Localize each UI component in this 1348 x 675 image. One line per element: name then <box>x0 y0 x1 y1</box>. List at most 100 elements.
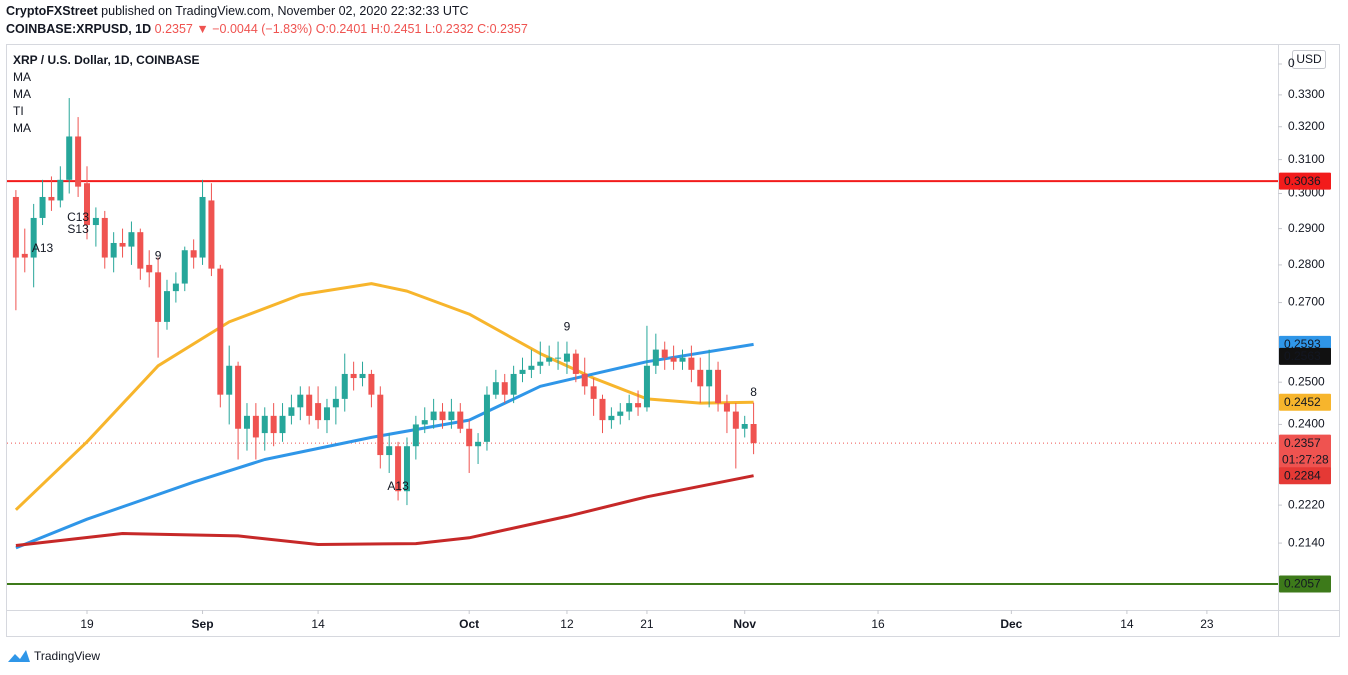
signal-label: 9 <box>155 248 162 262</box>
y-tick-label: 0.2500 <box>1288 374 1325 388</box>
publisher-name: CryptoFXStreet <box>6 4 99 18</box>
legend-indicator: MA <box>13 87 31 101</box>
signal-label: 9 <box>564 320 571 334</box>
legend-title: XRP / U.S. Dollar, 1D, COINBASE <box>13 53 200 67</box>
candle-body <box>590 386 597 399</box>
candle-body <box>208 200 215 269</box>
candle-body <box>323 407 330 421</box>
candle-body <box>252 415 259 438</box>
candle-body <box>350 373 357 379</box>
footer: TradingView <box>34 649 100 663</box>
candle-body <box>163 291 170 322</box>
candle-body <box>243 415 250 429</box>
price-tag <box>1279 467 1331 485</box>
price-tag <box>1279 347 1331 365</box>
candle-body <box>172 283 179 292</box>
price-tag <box>1279 393 1331 411</box>
candle-body <box>688 357 695 370</box>
candle-body <box>635 403 642 408</box>
moving-average <box>14 282 754 511</box>
candle-body <box>537 361 544 366</box>
candle-body <box>732 411 739 429</box>
logo <box>8 650 30 662</box>
candle-body <box>137 232 144 269</box>
x-tick-label: 14 <box>1120 617 1134 631</box>
candle-body <box>528 365 535 370</box>
x-tick-label: 19 <box>80 617 94 631</box>
candle-body <box>626 403 633 412</box>
candle-body <box>563 353 570 362</box>
candle-body <box>403 446 410 492</box>
candle-body <box>30 217 37 258</box>
x-tick-label: Sep <box>192 617 214 631</box>
price-tag-timer: 01:27:28 <box>1282 452 1329 466</box>
y-tick-label: 0.2700 <box>1288 295 1325 309</box>
price-tag <box>1279 434 1331 469</box>
candle-body <box>519 369 526 374</box>
x-tick-label: Nov <box>733 617 756 631</box>
candle-body <box>386 446 393 456</box>
high: H:0.2451 <box>371 22 422 36</box>
published: published on TradingView.com, November 0… <box>101 4 468 18</box>
y-tick-label: 0.3100 <box>1288 152 1325 166</box>
candle-body <box>83 183 90 226</box>
candle-body <box>661 349 668 358</box>
candle-body <box>412 424 419 447</box>
candle-body <box>643 365 650 408</box>
candle-body <box>146 264 153 273</box>
candle-body <box>457 411 464 429</box>
candle-body <box>723 403 730 412</box>
candle-body <box>12 196 19 258</box>
price-tag-label: 0.2357 <box>1284 436 1321 450</box>
change: −0.0044 (−1.83%) <box>212 22 312 36</box>
candle-body <box>501 382 508 395</box>
symbol: COINBASE:XRPUSD, 1D <box>6 22 151 36</box>
candle-body <box>332 398 339 408</box>
candle-body <box>750 424 757 444</box>
y-tick-label: 0 <box>1288 56 1295 70</box>
candle-body <box>483 394 490 442</box>
y-tick-label: 0.2800 <box>1288 257 1325 271</box>
x-tick-label: 23 <box>1200 617 1214 631</box>
candle-body <box>75 136 82 187</box>
currency: USD <box>1296 52 1322 66</box>
price-tag-label: 0.2452 <box>1284 395 1321 409</box>
signal-label: S13 <box>67 222 89 236</box>
candle-body <box>235 365 242 429</box>
signal-label: A13 <box>32 241 54 255</box>
candle-body <box>679 357 686 362</box>
candle-body <box>430 411 437 421</box>
price-tag <box>1279 575 1331 593</box>
candle-body <box>261 415 268 434</box>
candle-body <box>341 373 348 399</box>
x-tick-label: Oct <box>459 617 479 631</box>
candle-body <box>199 196 206 258</box>
candle-body <box>226 365 233 395</box>
candle-body <box>492 382 499 395</box>
candle-body <box>217 268 224 395</box>
publisher: CryptoFXStreet published on TradingView.… <box>6 4 469 18</box>
candle-body <box>368 373 375 395</box>
candle-body <box>288 407 295 416</box>
candle-body <box>101 217 108 258</box>
candle-body <box>652 349 659 366</box>
x-tick-label: Dec <box>1000 617 1022 631</box>
symbol-line: COINBASE:XRPUSD, 1D 0.2357 ▼ −0.0044 (−1… <box>6 22 528 36</box>
candle-body <box>155 272 162 322</box>
moving-average <box>15 342 754 550</box>
y-tick-label: 0.2220 <box>1288 497 1325 511</box>
signal-label: A13 <box>387 479 409 493</box>
candle-body <box>21 253 28 258</box>
candle-body <box>617 411 624 416</box>
candle-body <box>119 242 126 247</box>
price-tag-label: 0.2593 <box>1284 337 1321 351</box>
candle-body <box>599 398 606 421</box>
candle-body <box>741 424 748 429</box>
close: C:0.2357 <box>477 22 528 36</box>
candle-body <box>39 196 46 218</box>
currency-box[interactable] <box>1292 50 1326 69</box>
x-tick-label: 16 <box>871 617 885 631</box>
candle-body <box>48 196 55 201</box>
candle-body <box>608 415 615 421</box>
candle-body <box>57 179 64 201</box>
